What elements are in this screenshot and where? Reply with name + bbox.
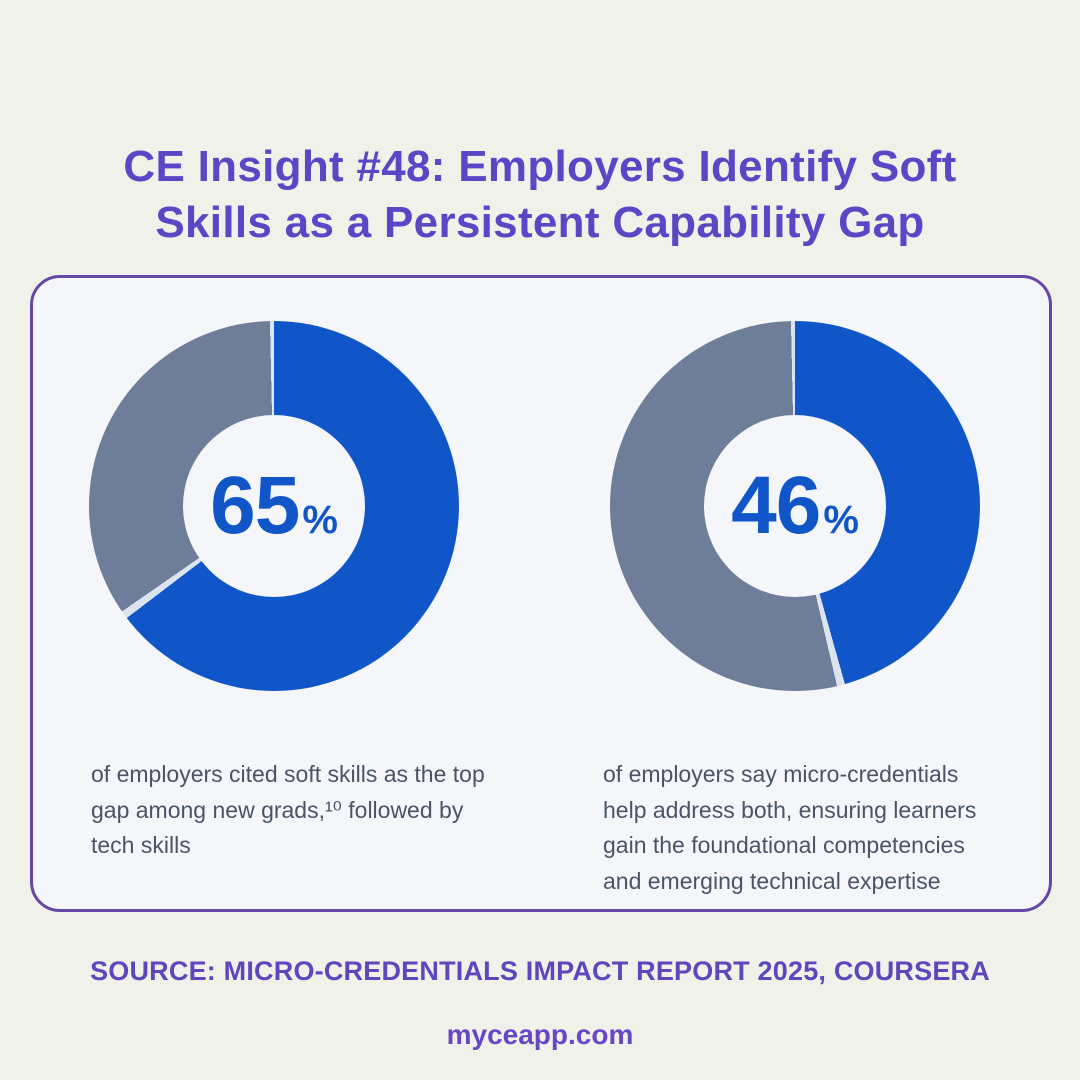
caption-right-line-3: gain the foundational competencies — [603, 832, 965, 858]
donut-value-right: 46 — [731, 460, 821, 551]
stat-caption-right: of employers say micro-credentials help … — [603, 757, 1043, 899]
donut-chart-soft-skills-gap: 65 % — [89, 321, 459, 691]
website-link[interactable]: myceapp.com — [446, 1019, 634, 1050]
caption-left-line-2: gap among new grads,¹⁰ followed by — [91, 796, 464, 823]
stat-caption-left: of employers cited soft skills as the to… — [91, 757, 531, 864]
stats-card: 65 % 46 % of employers cited soft skills… — [30, 275, 1052, 912]
caption-left-line-1: of employers cited soft skills as the to… — [91, 761, 485, 787]
donut-hole-left: 65 % — [183, 415, 365, 597]
donut-center-label-right: 46 % — [731, 465, 859, 547]
page-title-line-2: Skills as a Persistent Capability Gap — [155, 198, 925, 248]
donut-value-left: 65 — [210, 460, 300, 551]
caption-right-line-1: of employers say micro-credentials — [603, 761, 959, 787]
caption-right-line-2: help address both, ensuring learners — [603, 796, 977, 823]
percent-sign-right: % — [823, 498, 859, 542]
donut-chart-micro-credentials: 46 % — [610, 321, 980, 691]
donut-hole-right: 46 % — [704, 415, 886, 597]
page-title: CE Insight #48: Employers Identify Soft … — [0, 139, 1080, 251]
page-title-line-1: CE Insight #48: Employers Identify Soft — [123, 142, 957, 192]
percent-sign-left: % — [302, 498, 338, 542]
source-attribution: SOURCE: MICRO-CREDENTIALS IMPACT REPORT … — [90, 956, 990, 986]
donut-center-label-left: 65 % — [210, 465, 338, 547]
caption-left-line-3: tech skills — [91, 832, 191, 858]
caption-right-line-4: and emerging technical expertise — [603, 867, 941, 894]
